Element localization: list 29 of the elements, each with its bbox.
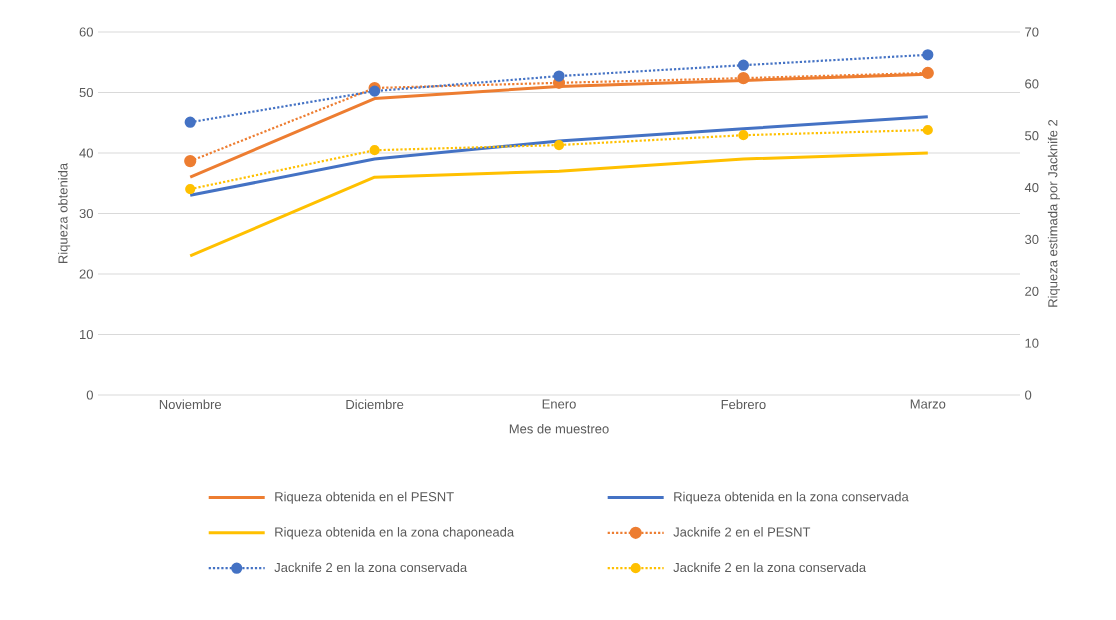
y2-axis-title: Riqueza estimada por Jacknife 2 <box>1047 119 1060 307</box>
legend-label: Jacknife 2 en la zona conservada <box>274 562 468 573</box>
x-tick-label: Diciembre <box>346 399 404 410</box>
y-tick-label: 40 <box>79 148 93 158</box>
y-tick-label: 20 <box>79 269 93 279</box>
y2-tick-label: 10 <box>1025 338 1039 348</box>
y2-tick-label: 0 <box>1025 390 1032 400</box>
y2-tick-label: 70 <box>1025 27 1039 37</box>
y2-tick-label: 50 <box>1025 131 1039 141</box>
x-tick-label: Marzo <box>910 399 946 409</box>
y2-tick-label: 30 <box>1025 234 1039 245</box>
legend-label: Jacknife 2 en el PESNT <box>673 527 811 537</box>
y2-tick-label: 60 <box>1025 79 1039 89</box>
y-tick-label: 60 <box>79 27 93 37</box>
x-tick-label: Enero <box>542 399 576 409</box>
y-tick-label: 50 <box>79 87 93 98</box>
y-axis-title: Riqueza obtenida <box>58 162 71 264</box>
legend-label: Riqueza obtenida en el PESNT <box>275 491 454 504</box>
x-tick-label: Febrero <box>721 399 766 410</box>
legend-label: Jacknife 2 en la zona conservada <box>673 562 867 573</box>
y2-tick-label: 40 <box>1024 182 1039 193</box>
y-tick-label: 0 <box>86 390 93 400</box>
x-axis-title: Mes de muestreo <box>509 423 609 434</box>
y-tick-label: 10 <box>80 329 93 340</box>
y2-tick-label: 20 <box>1025 286 1039 296</box>
y-tick-label: 30 <box>79 208 93 219</box>
x-tick-label: Noviembre <box>159 399 222 410</box>
legend-label: Riqueza obtenida en la zona chaponeada <box>275 527 515 540</box>
legend-label: Riqueza obtenida en la zona conservada <box>674 491 909 504</box>
